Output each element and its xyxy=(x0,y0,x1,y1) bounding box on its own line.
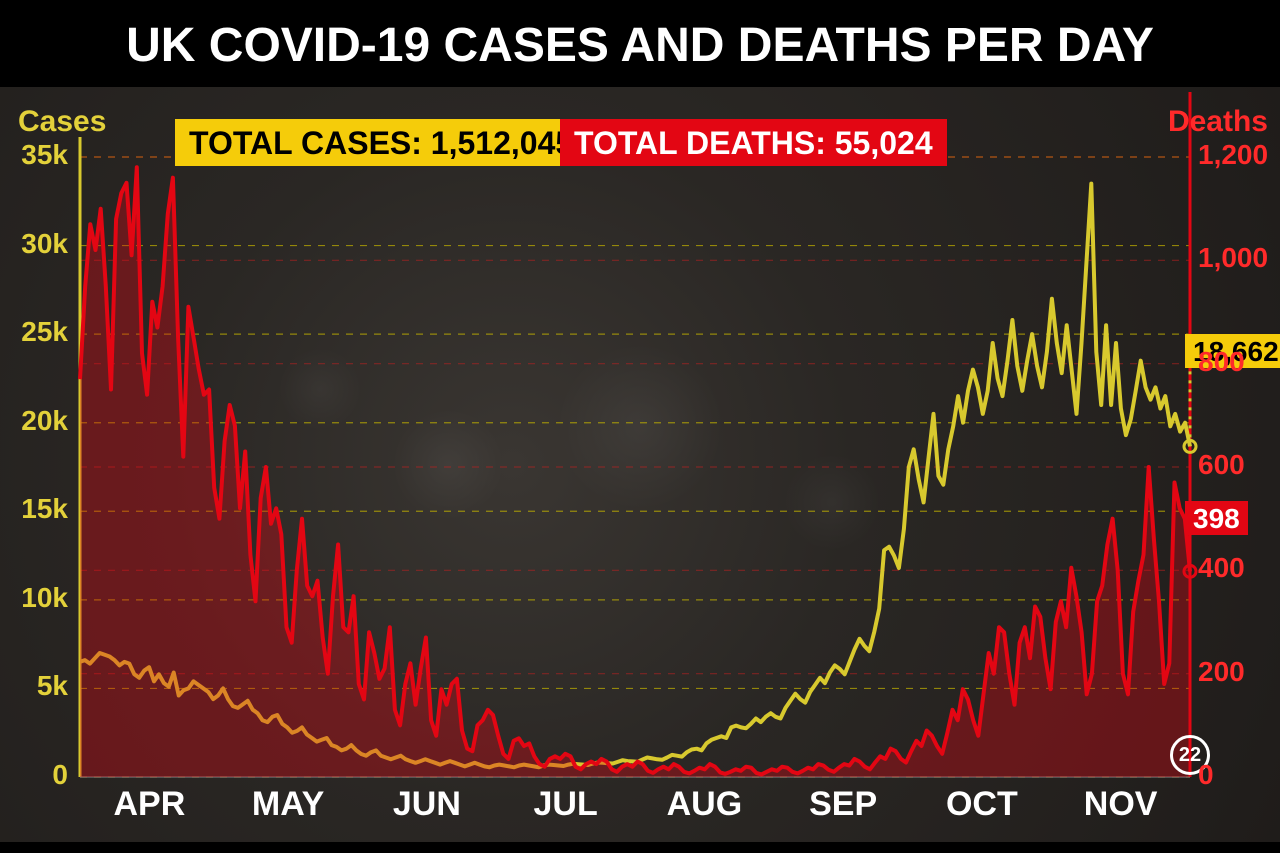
y-right-tick: 400 xyxy=(1198,552,1278,584)
y-right-tick: 600 xyxy=(1198,449,1278,481)
y-left-tick: 25k xyxy=(8,316,68,348)
y-left-tick: 35k xyxy=(8,139,68,171)
y-right-tick: 0 xyxy=(1198,759,1278,791)
y-left-tick: 30k xyxy=(8,228,68,260)
y-left-tick: 10k xyxy=(8,582,68,614)
total-cases-badge: TOTAL CASES: 1,512,045 xyxy=(175,119,587,166)
y-right-tick: 1,200 xyxy=(1198,139,1278,171)
month-label: MAY xyxy=(252,785,324,824)
y-left-tick: 0 xyxy=(8,759,68,791)
month-label: SEP xyxy=(809,785,877,824)
y-left-tick: 5k xyxy=(8,670,68,702)
y-left-tick: 20k xyxy=(8,405,68,437)
title-bar: UK COVID-19 CASES AND DEATHS PER DAY xyxy=(0,0,1280,87)
y-right-tick: 200 xyxy=(1198,656,1278,688)
month-label: APR xyxy=(113,785,185,824)
month-label: NOV xyxy=(1084,785,1158,824)
y-left-tick: 15k xyxy=(8,493,68,525)
right-axis-title: Deaths xyxy=(1168,105,1268,139)
month-label: JUN xyxy=(393,785,461,824)
chart-title: UK COVID-19 CASES AND DEATHS PER DAY xyxy=(0,18,1280,73)
month-label: JUL xyxy=(534,785,598,824)
y-right-tick: 800 xyxy=(1198,346,1278,378)
total-deaths-badge: TOTAL DEATHS: 55,024 xyxy=(560,119,947,166)
deaths-callout: 398 xyxy=(1185,501,1248,535)
month-label: AUG xyxy=(667,785,743,824)
y-right-tick: 1,000 xyxy=(1198,242,1278,274)
left-axis-title: Cases xyxy=(18,105,106,139)
chart-area: Cases Deaths TOTAL CASES: 1,512,045 TOTA… xyxy=(0,87,1280,842)
month-label: OCT xyxy=(946,785,1018,824)
chart-svg xyxy=(0,87,1280,842)
